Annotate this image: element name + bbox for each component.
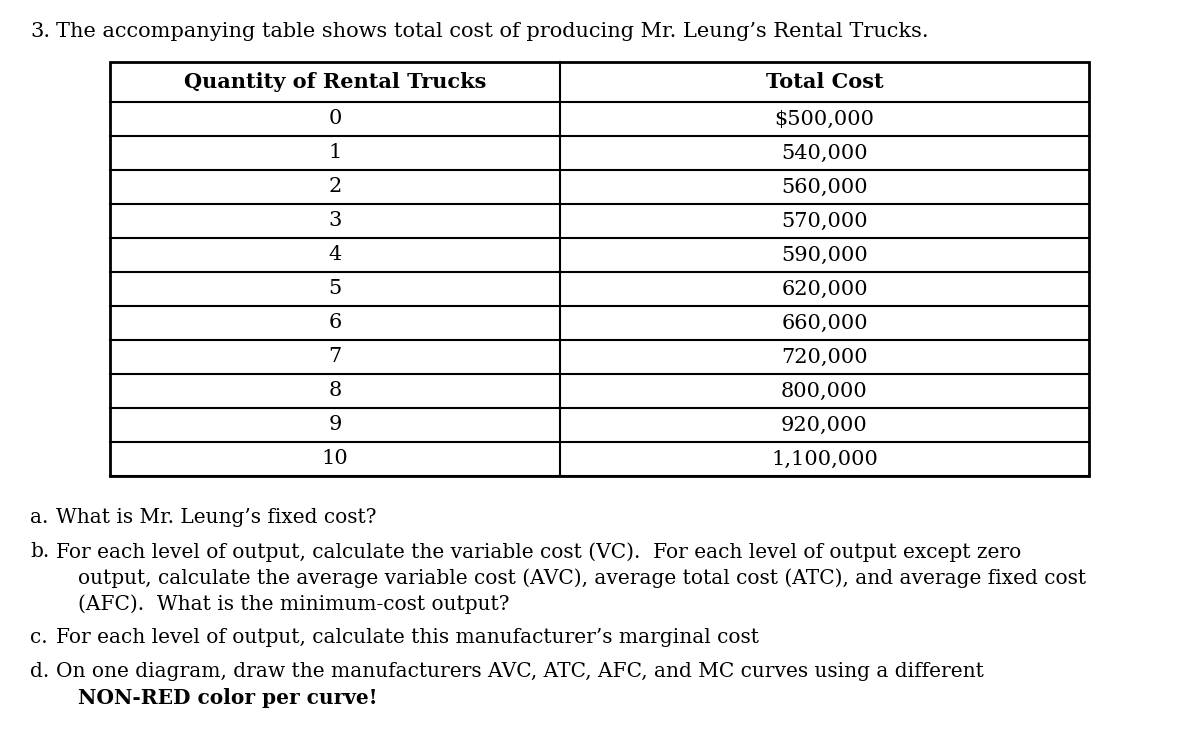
Text: 620,000: 620,000 [781,280,868,299]
Text: 920,000: 920,000 [781,415,868,434]
Text: On one diagram, draw the manufacturers AVC, ATC, AFC, and MC curves using a diff: On one diagram, draw the manufacturers A… [56,662,984,681]
Text: 4: 4 [329,246,342,265]
Text: a.: a. [30,508,48,527]
Text: 7: 7 [329,348,342,366]
Text: Quantity of Rental Trucks: Quantity of Rental Trucks [184,72,486,92]
Text: 9: 9 [329,415,342,434]
Text: 2: 2 [329,177,342,197]
Text: 660,000: 660,000 [781,314,868,333]
Text: 5: 5 [329,280,342,299]
Text: 3: 3 [329,212,342,231]
Text: What is Mr. Leung’s fixed cost?: What is Mr. Leung’s fixed cost? [56,508,377,527]
Text: d.: d. [30,662,49,681]
Text: For each level of output, calculate the variable cost (VC).  For each level of o: For each level of output, calculate the … [56,542,1021,562]
Text: 540,000: 540,000 [781,143,868,163]
Text: NON-RED color per curve!: NON-RED color per curve! [78,688,378,708]
Text: 720,000: 720,000 [781,348,868,366]
Text: 8: 8 [329,382,342,400]
Text: 10: 10 [322,449,348,468]
Text: output, calculate the average variable cost (AVC), average total cost (ATC), and: output, calculate the average variable c… [78,568,1086,587]
Text: For each level of output, calculate this manufacturer’s marginal cost: For each level of output, calculate this… [56,628,760,647]
Text: b.: b. [30,542,49,561]
Text: 3.: 3. [30,22,50,41]
Text: 800,000: 800,000 [781,382,868,400]
Text: The accompanying table shows total cost of producing Mr. Leung’s Rental Trucks.: The accompanying table shows total cost … [56,22,929,41]
Text: c.: c. [30,628,48,647]
Text: 590,000: 590,000 [781,246,868,265]
Text: Total Cost: Total Cost [766,72,883,92]
Text: $500,000: $500,000 [774,109,875,128]
Text: 1,100,000: 1,100,000 [772,449,878,468]
Text: 0: 0 [329,109,342,128]
Text: 570,000: 570,000 [781,212,868,231]
Text: 6: 6 [329,314,342,333]
Text: 560,000: 560,000 [781,177,868,197]
Bar [110,62,1090,476]
Text: (AFC).  What is the minimum-cost output?: (AFC). What is the minimum-cost output? [78,594,510,614]
Text: 1: 1 [329,143,342,163]
